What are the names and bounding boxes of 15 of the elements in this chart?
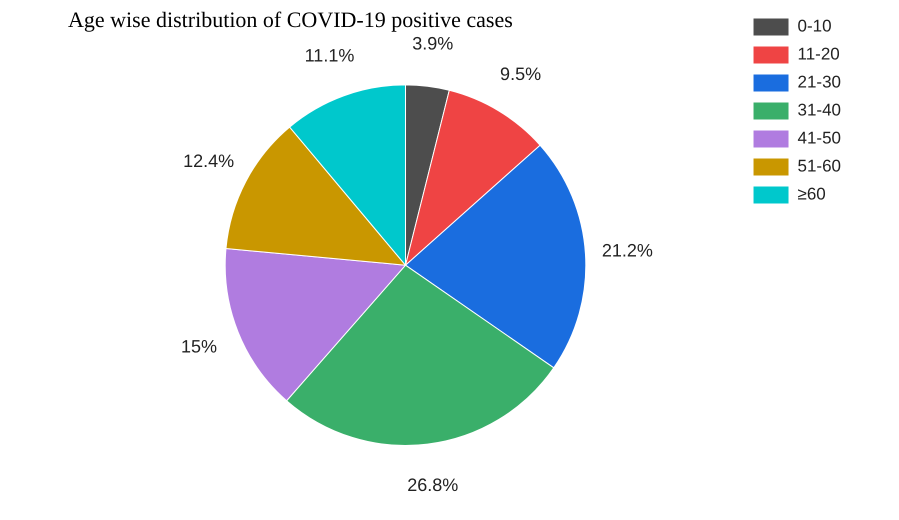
legend-label: 21-30: [798, 72, 842, 92]
data-label: 21.2%: [602, 240, 653, 261]
chart-title: Age wise distribution of COVID-19 positive cases: [68, 6, 513, 32]
legend-label: 51-60: [798, 156, 842, 176]
legend-label: 0-10: [798, 16, 832, 36]
legend-label: 31-40: [798, 100, 842, 120]
data-label: 12.4%: [183, 150, 234, 171]
data-label: 9.5%: [500, 64, 542, 84]
data-label: 3.9%: [412, 34, 454, 54]
legend-label: 11-20: [798, 44, 840, 64]
legend-label: 41-50: [798, 128, 842, 148]
data-label: 26.8%: [407, 474, 458, 495]
data-label: 11.1%: [304, 45, 354, 66]
data-label: 15%: [180, 336, 217, 356]
legend-label: ≥60: [798, 184, 826, 204]
